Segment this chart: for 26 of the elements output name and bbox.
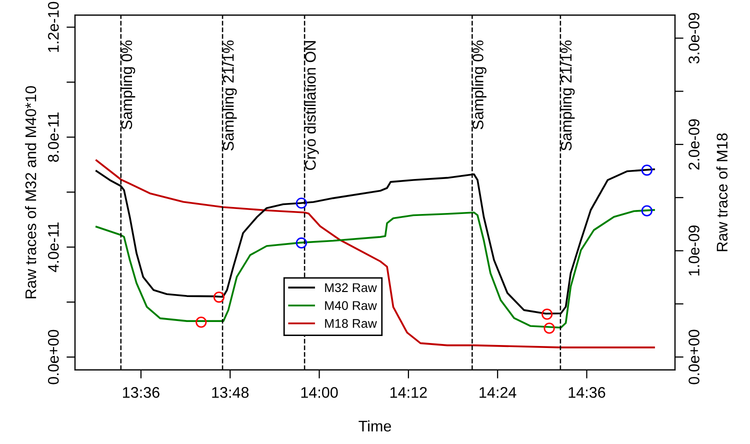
- ref-line-label: Sampling 21/1%: [560, 40, 575, 150]
- x-tick-label: 13:48: [212, 387, 249, 398]
- legend-label: M40 Raw: [325, 301, 377, 310]
- y2-tick-label: 3.0e-09: [688, 12, 700, 64]
- y2-tick-label: 2.0e-09: [688, 119, 700, 170]
- y2-axis-title: Raw trace of M18: [716, 133, 728, 252]
- x-tick-label: 14:12: [390, 387, 427, 398]
- y-tick-label: 0.0e+00: [48, 330, 59, 384]
- legend-label: M32 Raw: [325, 283, 377, 292]
- x-tick-label: 13:36: [123, 387, 160, 398]
- ref-line-label: Sampling 0%: [120, 40, 136, 130]
- x-tick-label: 14:24: [480, 387, 516, 398]
- y2-tick-label: 1.0e-09: [688, 226, 700, 276]
- y-axis-title: Raw traces of M32 and M40*10: [24, 86, 36, 298]
- x-tick-label: 14:00: [301, 387, 338, 398]
- legend-label: M18 Raw: [325, 319, 377, 328]
- y-tick-label: 4.0e-11: [48, 222, 59, 272]
- x-tick-label: 14:36: [568, 387, 606, 398]
- ref-line-label: Sampling 0%: [472, 40, 486, 130]
- y2-tick-label: 0.0e+00: [688, 330, 700, 384]
- ref-line-label: Cryo distillation ON: [304, 41, 319, 170]
- y-tick-label: 8.0e-11: [48, 112, 59, 162]
- y-tick-label: 1.2e-10: [48, 2, 59, 52]
- x-axis-title: Time: [358, 420, 392, 432]
- line-series: [95, 209, 655, 329]
- ref-line-label: Sampling 21/1%: [222, 40, 237, 150]
